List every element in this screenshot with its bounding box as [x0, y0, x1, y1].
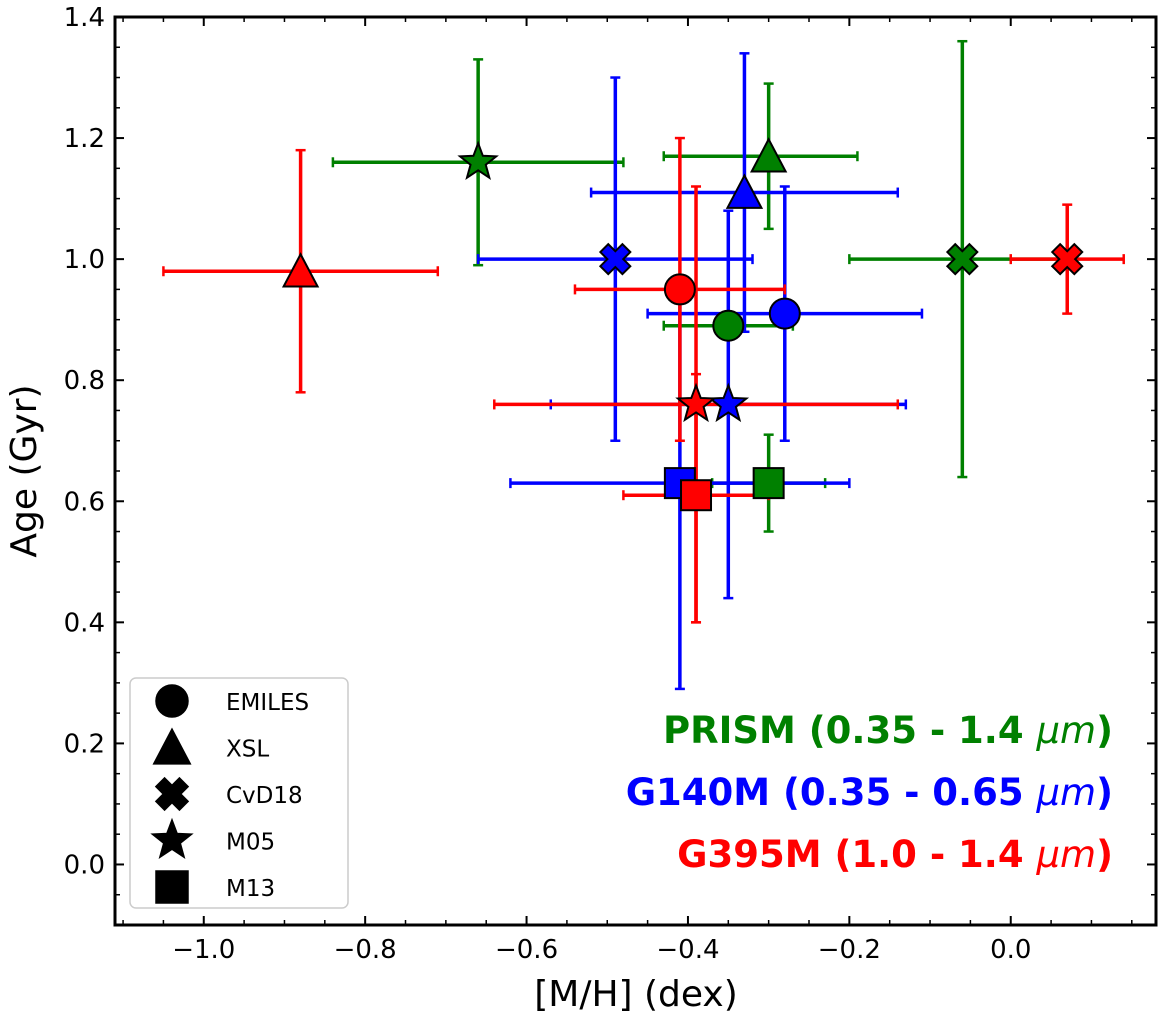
- error-bars-layer: [162, 39, 1125, 691]
- legend-label: XSL: [226, 737, 269, 763]
- series-annotations: PRISM (0.35 - 1.4 μm)G140M (0.35 - 0.65 …: [626, 709, 1113, 876]
- marker-g395m-cvd18: [1050, 242, 1084, 276]
- annotation-g140m: G140M (0.35 - 0.65 μm): [626, 771, 1113, 814]
- annotation-label: G395M (1.0 - 1.4: [677, 833, 1036, 876]
- y-tick-label: 0.4: [64, 608, 105, 638]
- legend-marker-square: [155, 870, 189, 904]
- legend-label: M05: [226, 830, 275, 856]
- annotation-g395m: G395M (1.0 - 1.4 μm): [677, 833, 1113, 876]
- marker-g395m-xsl: [281, 252, 320, 288]
- legend-marker-cross: [154, 776, 190, 812]
- legend-box: [129, 677, 349, 909]
- marker-g140m-emiles: [768, 297, 801, 330]
- legend: EMILES XSL CvD18 M05 M13: [129, 677, 349, 909]
- marker-prism-emiles: [712, 309, 745, 342]
- legend-marker-triangle: [152, 727, 192, 765]
- x-tick-label: −0.6: [495, 935, 558, 965]
- x-tick-label: 0.0: [990, 935, 1031, 965]
- y-tick-label: 0.2: [64, 729, 105, 759]
- marker-g395m-m13: [680, 479, 713, 512]
- annotation-close: ): [1096, 771, 1113, 814]
- y-axis-title: Age (Gyr): [4, 384, 45, 557]
- legend-marker-circle: [155, 684, 189, 718]
- legend-item-emiles: EMILES: [155, 684, 309, 718]
- marker-g395m-m05: [675, 382, 717, 423]
- y-tick-label: 1.2: [64, 124, 105, 154]
- y-tick-label: 1.4: [64, 3, 105, 33]
- annotation-unit: μm: [1035, 833, 1096, 876]
- markers-layer: [281, 137, 1084, 512]
- annotation-unit: μm: [1035, 709, 1096, 752]
- y-axis: 0.0 0.2 0.4 0.6 0.8 1.0 1.2 1.4: [64, 3, 1156, 926]
- x-tick-label: −0.8: [334, 935, 397, 965]
- marker-prism-cvd18: [945, 242, 979, 276]
- y-tick-label: 1.0: [64, 245, 105, 275]
- legend-item-cvd18: CvD18: [154, 776, 303, 812]
- marker-prism-xsl: [749, 137, 788, 173]
- annotation-unit: μm: [1035, 771, 1096, 814]
- y-tick-label: 0.0: [64, 850, 105, 880]
- legend-marker-star: [150, 817, 194, 859]
- x-tick-label: −0.2: [818, 935, 881, 965]
- legend-label: CvD18: [226, 783, 303, 809]
- marker-prism-m13: [752, 467, 785, 500]
- x-axis-title: [M/H] (dex): [534, 974, 738, 1015]
- legend-item-m05: M05: [150, 817, 275, 859]
- y-tick-label: 0.8: [64, 366, 105, 396]
- legend-label: EMILES: [226, 690, 309, 716]
- annotation-close: ): [1096, 709, 1113, 752]
- annotation-close: ): [1096, 833, 1113, 876]
- legend-item-xsl: XSL: [152, 727, 269, 765]
- y-tick-label: 0.6: [64, 487, 105, 517]
- marker-prism-m05: [457, 140, 499, 180]
- x-axis: −1.0 −0.8 −0.6 −0.4 −0.2 0.0: [122, 17, 1133, 965]
- annotation-label: PRISM (0.35 - 1.4: [663, 709, 1036, 752]
- marker-g140m-xsl: [725, 173, 764, 209]
- legend-item-m13: M13: [155, 870, 275, 904]
- annotation-label: G140M (0.35 - 0.65: [626, 771, 1037, 814]
- x-tick-label: −1.0: [172, 935, 235, 965]
- annotation-prism: PRISM (0.35 - 1.4 μm): [663, 709, 1113, 752]
- x-tick-label: −0.4: [656, 935, 719, 965]
- marker-g395m-emiles: [663, 273, 696, 306]
- legend-label: M13: [226, 876, 275, 902]
- marker-g140m-cvd18: [598, 242, 632, 276]
